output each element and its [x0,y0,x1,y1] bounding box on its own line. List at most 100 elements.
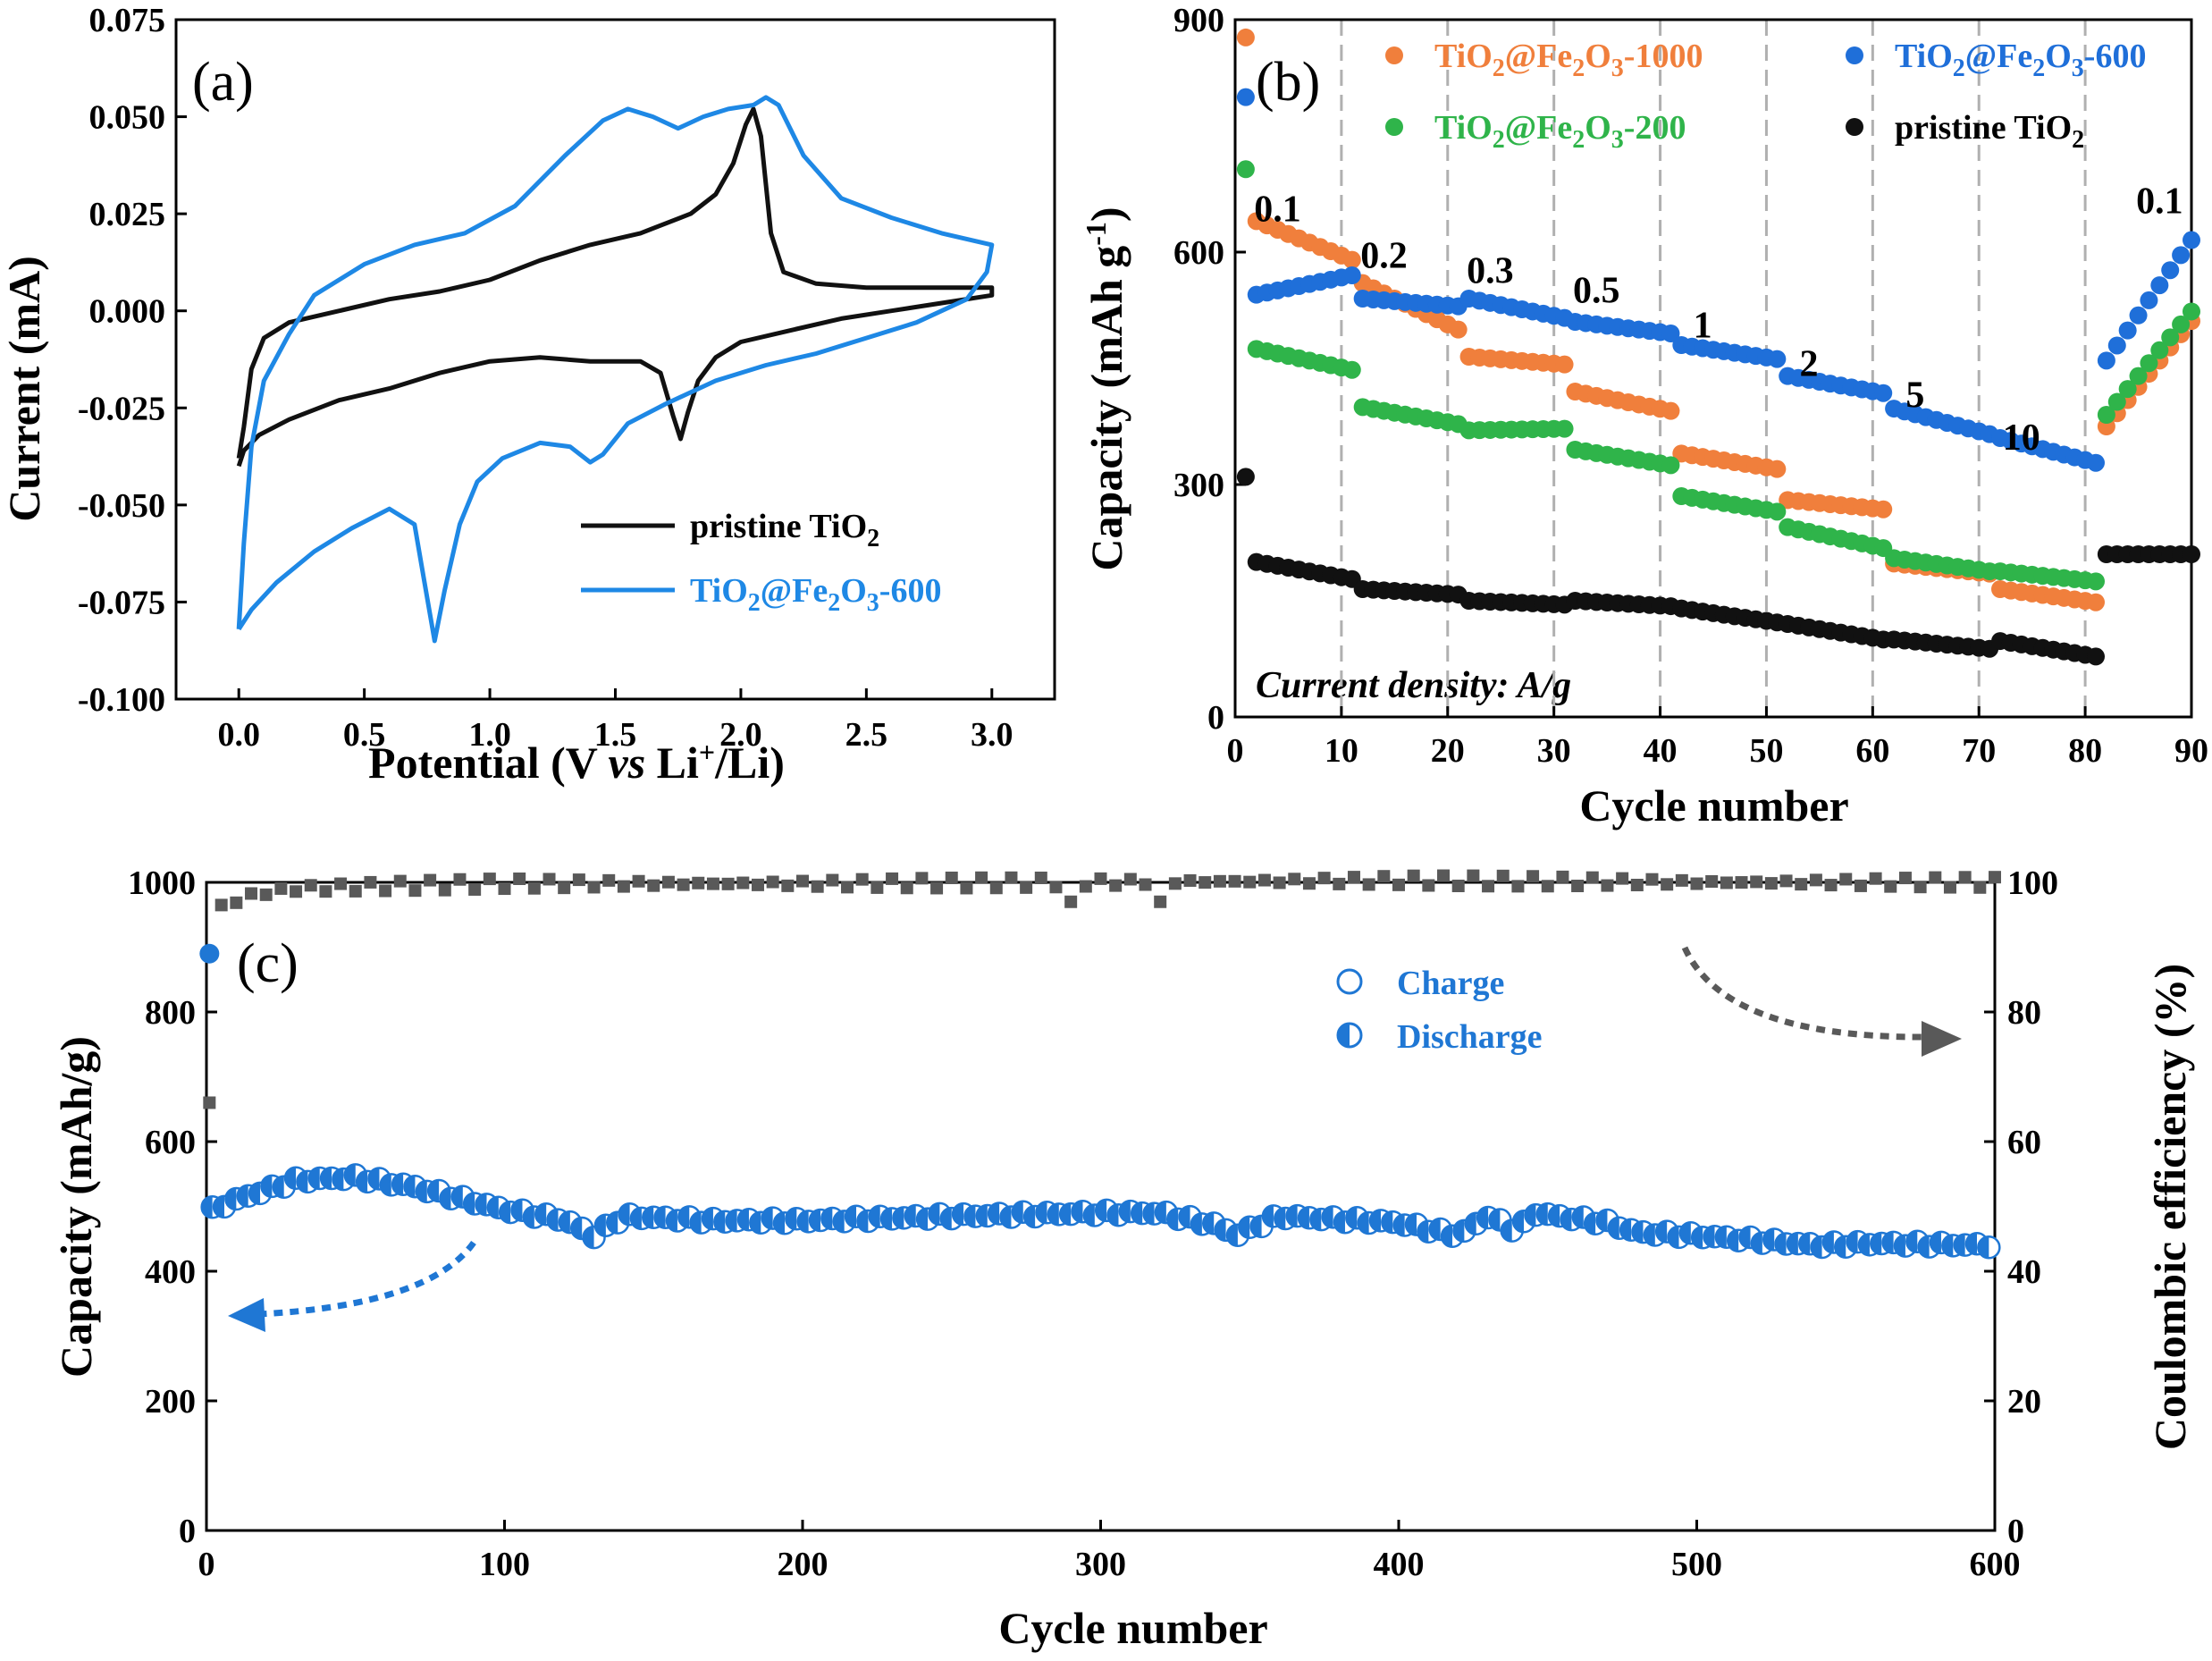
panel-c-discharge-point [199,943,220,964]
panel-b-rate-chart: (b) Cycle number Capacity (mAh g-1) Curr… [1080,2,2208,830]
panel-c-discharge-point [761,1207,773,1229]
panel-c-ce-point [1482,880,1495,893]
panel-a-x-tick-label: 2.5 [845,716,888,754]
panel-b-x-tick-label: 0 [1227,732,1244,770]
panel-b-point-1 [2129,306,2148,325]
panel-a-legend-label-1: TiO2@Fe2O3-600 [690,572,941,617]
panel-c-y2-tick-label: 100 [2007,864,2058,902]
panel-c-discharge-point [1346,1207,1358,1229]
panel-c-arrow-head-right [1922,1021,1962,1057]
panel-c-ce-point [677,878,690,891]
panel-a-x-axis-title: Potential (V vs Li+/Li) [368,736,785,788]
panel-b-y-axis-title-sup: -1 [1080,222,1112,246]
panel-c-ce-point [1123,873,1137,886]
panel-b-legend-label-0-part-6: 3 [1611,55,1624,82]
panel-c-discharge-point [1572,1206,1584,1228]
panel-c-arrow-to-left-axis [258,1240,476,1318]
panel-c-ce-point [1422,879,1435,892]
panel-a-x-axis-title-li: Li [645,738,699,788]
panel-b-point-1 [1236,88,1255,106]
panel-b-point-2 [2161,328,2180,347]
panel-a-x-tick-label: 1.5 [594,716,637,754]
panel-c-ce-point [766,875,779,889]
panel-b-rate-label-2: 0.3 [1467,251,1514,292]
panel-c-discharge-point [1585,1212,1596,1235]
panel-b-legend-label-0-part-1: 2 [1493,55,1505,82]
panel-b-point-2 [1555,419,1574,438]
panel-c-discharge-point [917,1208,929,1230]
panel-c-ce-point [1049,881,1063,894]
panel-c-discharge-point [1298,1207,1309,1229]
panel-c-discharge-point [845,1205,857,1227]
panel-b-point-0 [2087,593,2105,611]
panel-b-x-tick-label: 10 [1325,732,1358,770]
panel-c-ce-point [661,875,675,889]
panel-b-legend-label-1-part-0: TiO [1895,38,1953,75]
panel-c-x-tick-label: 0 [198,1546,215,1583]
panel-b-point-1 [2183,231,2200,249]
panel-c-discharge-point [1882,1231,1894,1253]
panel-a-series-line-0 [236,106,995,468]
panel-c-ce-point [1079,880,1092,893]
panel-b-point-2 [2118,380,2137,399]
panel-c-ce-point [692,876,705,890]
panel-c-ce-point [438,883,451,897]
panel-c-ce-point [304,879,317,892]
panel-b-x-tick-label: 90 [2174,732,2208,770]
panel-b-point-1 [2150,276,2169,295]
panel-b-point-0 [1236,28,1255,46]
panel-c-ce-point [1273,876,1286,890]
panel-b-x-tick-label: 60 [1855,732,1889,770]
panel-b-y-axis-title-tail: ) [1081,207,1131,222]
panel-c-discharge-point [547,1209,559,1231]
panel-c-ce-point [751,878,764,891]
panel-c-discharge-point [225,1188,237,1210]
panel-c-discharge-point [1358,1212,1369,1235]
panel-c-ce-point [1094,872,1107,885]
panel-c-ce-point [930,881,944,895]
panel-c-ce-point [364,875,377,889]
panel-b-x-tick-label: 40 [1644,732,1678,770]
panel-c-y-tick-label: 1000 [128,864,196,902]
panel-c-discharge-point [416,1180,427,1202]
panel-b-legend-marker-3 [1846,118,1863,136]
panel-b-point-2 [2183,302,2200,321]
panel-c-ce-point [379,884,392,898]
panel-b-label: (b) [1256,52,1320,113]
panel-c-discharge-point [773,1212,785,1235]
panel-c-ce-point [468,882,482,896]
panel-c-y2-axis-title: Coulombic efficiency (%) [2145,964,2195,1450]
panel-b-rate-label-1: 0.2 [1360,235,1408,276]
panel-c-ce-point [706,877,719,890]
panel-c-ce-point [542,873,556,886]
panel-c-discharge-point [201,1196,213,1218]
panel-c-discharge-point [1965,1233,1977,1255]
panel-c-discharge-point [940,1208,952,1230]
panel-c-discharge-point [1954,1234,1965,1256]
panel-c-ce-point [1720,876,1733,890]
panel-b-point-1 [2161,261,2180,280]
panel-b-point-1 [1768,350,1787,368]
panel-c-discharge-point [451,1185,463,1208]
panel-c-discharge-point [1799,1233,1811,1255]
panel-c-discharge-point [1668,1226,1679,1248]
panel-c-discharge-point [1322,1206,1333,1228]
panel-c-discharge-point [1918,1235,1930,1258]
panel-c-y-tick-label: 600 [145,1124,196,1161]
panel-c-discharge-point [833,1210,845,1233]
panel-c-ce-point [203,1096,216,1109]
panel-a-y-axis-title: Current (mA) [0,256,49,522]
panel-b-point-2 [2150,341,2169,359]
panel-b-rate-label-0: 0.1 [1254,189,1301,230]
panel-b-point-2 [2087,572,2105,591]
panel-b-point-2 [2097,406,2115,424]
panel-c-discharge-point [1632,1221,1644,1244]
panel-c-ce-point [1333,877,1346,890]
panel-c-discharge-point [273,1176,284,1198]
panel-c-discharge-point [1024,1205,1036,1227]
panel-b-point-1 [2172,246,2191,265]
panel-c-discharge-point [1715,1226,1727,1248]
panel-c-discharge-point [357,1170,368,1193]
panel-a-legend-label-1-part-6: 3 [867,589,879,617]
